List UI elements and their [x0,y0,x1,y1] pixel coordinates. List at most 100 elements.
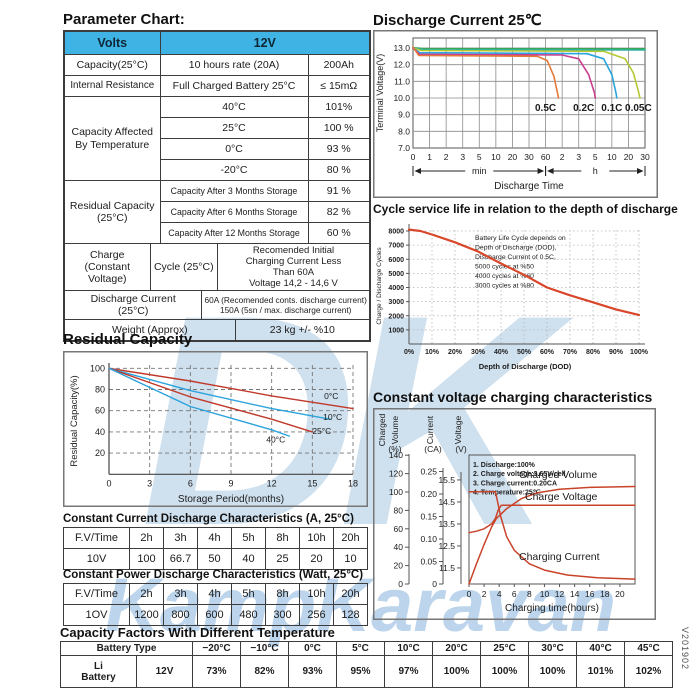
table-cell: 50 [197,548,232,570]
param-label: Capacity Affected By Temperature [63,96,161,181]
cycle-curve [407,228,641,317]
param-label: Internal Resistance [63,75,161,97]
param-value: -20°C [159,159,309,181]
svg-text:60: 60 [394,524,404,534]
svg-text:9: 9 [228,478,233,488]
svg-text:2: 2 [560,152,565,162]
svg-text:30: 30 [524,152,534,162]
svg-text:0.05C: 0.05C [625,103,652,114]
table-cell: 20 [299,548,334,570]
series-0.5C [412,46,560,99]
svg-text:Charging time(hours): Charging time(hours) [505,603,599,614]
table-cell: 10 [333,548,368,570]
param-header-12v: 12V [159,30,371,55]
table-cell: 12V [136,655,193,688]
svg-text:12.0: 12.0 [393,60,410,70]
series-40°C [108,367,291,437]
svg-text:140: 140 [389,450,403,460]
svg-text:18: 18 [600,589,610,599]
svg-text:0%: 0% [404,349,415,356]
svg-text:10°C: 10°C [323,412,342,422]
header-cell: 25°C [480,641,529,656]
table-cell: 101% [576,655,625,688]
constant-current-table: F.V/Time 2h 3h 4h 5h 8h 10h 20h 10V 100 66.7 50 40 25… [63,527,368,570]
svg-text:5000 cycles at %50: 5000 cycles at %50 [475,264,534,271]
svg-text:(%): (%) [388,444,401,454]
cycle-life-title: Cycle service life in relation to the de… [373,202,678,216]
param-header-volts: Volts [63,30,161,55]
table-cell: 10V [63,548,130,570]
svg-text:(CA): (CA) [424,444,442,454]
svg-text:60: 60 [95,406,105,416]
series-0.05C [412,47,641,99]
param-value: Capacity After 3 Months Storage [159,180,309,202]
svg-text:30: 30 [640,152,650,162]
series-0.1C [412,47,618,99]
series-0.2C [412,47,597,99]
svg-text:0.15: 0.15 [420,512,437,522]
svg-text:Residual Capacity(%): Residual Capacity(%) [69,375,80,466]
svg-text:0.05: 0.05 [420,557,437,567]
header-cell: 10°C [384,641,433,656]
svg-text:60: 60 [541,152,551,162]
svg-text:12: 12 [555,589,565,599]
svg-text:20: 20 [624,152,634,162]
svg-text:0.10: 0.10 [420,534,437,544]
svg-text:2: 2 [482,589,487,599]
header-cell: 8h [265,583,300,605]
header-cell: 4h [197,583,232,605]
svg-text:10%: 10% [425,349,440,356]
cc-table-title: Constant Current Discharge Characteristi… [63,513,354,525]
header-cell: 5h [231,527,266,549]
charging-characteristics-chart: Charged Volume(%)Current(CA)Voltage(V)020… [373,408,656,620]
table-cell: 25 [265,548,300,570]
svg-text:80: 80 [95,385,105,395]
header-cell: 30°C [528,641,577,656]
svg-text:Charged Volume: Charged Volume [519,469,597,481]
table-cell: 73% [192,655,241,688]
residual-capacity-title: Residual Capacity [63,331,193,348]
svg-text:9.0: 9.0 [398,110,410,120]
cycle-life-chart: 1000 2000 3000 4000 5000 6000 7000 8000 0% 10% 20%… [376,224,649,371]
svg-text:1000: 1000 [388,327,404,334]
svg-text:14.5: 14.5 [438,497,455,507]
svg-text:5: 5 [593,152,598,162]
svg-text:Discharge Current of 0.5C,: Discharge Current of 0.5C, [475,254,556,261]
param-value: 93 % [307,138,371,160]
table-cell: 100% [528,655,577,688]
param-value: 101% [307,96,371,118]
svg-text:100: 100 [389,487,403,497]
param-value: 91 % [307,180,371,202]
svg-text:4000 cycles at %60: 4000 cycles at %60 [475,273,534,280]
table-cell: 256 [299,604,334,626]
svg-text:20: 20 [394,561,404,571]
svg-text:7.0: 7.0 [398,143,410,153]
param-value: 200Ah [307,54,371,76]
parameter-chart-title: Parameter Chart: [63,11,185,28]
svg-text:20: 20 [95,448,105,458]
charging-characteristics-title: Constant voltage charging characteristic… [373,389,653,405]
header-cell: 2h [129,583,164,605]
param-label: Discharge Current (25°C) [90,292,176,317]
svg-text:11.5: 11.5 [439,563,455,573]
table-cell: 480 [231,604,266,626]
header-cell: 3h [163,527,198,549]
svg-text:Charged: Charged [377,413,387,446]
svg-text:4000: 4000 [388,285,404,292]
svg-text:20%: 20% [448,349,463,356]
svg-text:16: 16 [585,589,595,599]
svg-text:1: 1 [427,152,432,162]
table-cell: 800 [163,604,198,626]
param-value: ≤ 15mΩ [307,75,371,97]
header-cell: 10h [299,583,334,605]
svg-text:0: 0 [106,478,111,488]
svg-text:13.5: 13.5 [438,519,455,529]
param-value: 23 kg +/- %10 [234,320,369,340]
svg-text:8000: 8000 [388,229,404,236]
table-cell: 128 [333,604,368,626]
svg-text:2. Charge voltage:3.65V/cell: 2. Charge voltage:3.65V/cell [473,471,566,478]
svg-text:30%: 30% [471,349,486,356]
residual-capacity-chart: 20 40 60 80 100 0 3 6 9 12 15 18 Storage Period(mont… [63,351,368,507]
param-value: 60 % [307,222,371,244]
svg-text:7000: 7000 [388,243,404,250]
